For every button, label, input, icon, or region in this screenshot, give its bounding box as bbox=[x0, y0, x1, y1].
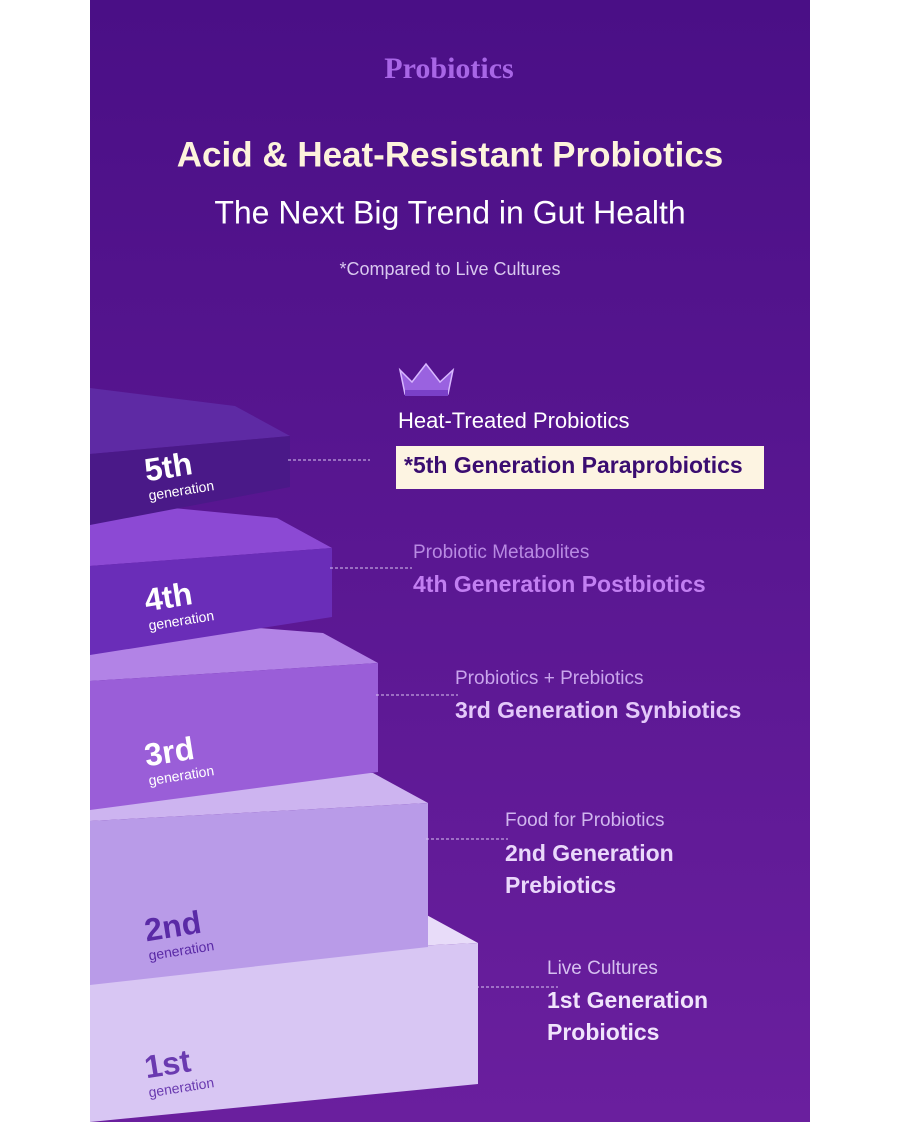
header-note: *Compared to Live Cultures bbox=[339, 259, 560, 279]
generation-kind: Probiotic Metabolites bbox=[413, 542, 589, 563]
labels: Live Cultures 1st Generation Probiotics Foo… bbox=[288, 408, 764, 1045]
header-subtitle: The Next Big Trend in Gut Health bbox=[214, 194, 685, 230]
block-front bbox=[90, 548, 332, 655]
header-title: Acid & Heat-Resistant Probiotics bbox=[177, 135, 724, 174]
generation-number: 3rd bbox=[142, 730, 197, 773]
generation-name: 1st Generation bbox=[547, 987, 708, 1013]
generation-name: Probiotics bbox=[547, 1019, 659, 1045]
generation-name: 3rd Generation Synbiotics bbox=[455, 697, 741, 723]
generation-kind: Food for Probiotics bbox=[505, 810, 664, 831]
generation-name: Prebiotics bbox=[505, 872, 616, 898]
blocks: 1stgeneration2ndgeneration3rdgeneration4… bbox=[90, 388, 478, 1122]
block-front bbox=[90, 803, 428, 985]
generation-kind: Probiotics + Prebiotics bbox=[455, 668, 644, 689]
block-top bbox=[90, 500, 332, 566]
generation-number: 4th bbox=[142, 575, 195, 618]
header-label: Probiotics bbox=[384, 52, 513, 85]
generation-number: 1st bbox=[142, 1042, 194, 1085]
block-top bbox=[90, 388, 290, 454]
generation-name: 2nd Generation bbox=[505, 840, 674, 866]
generation-number: 5th bbox=[142, 445, 195, 488]
generation-name: *5th Generation Paraprobiotics bbox=[404, 452, 743, 478]
block-front bbox=[90, 663, 378, 810]
block-front bbox=[90, 943, 478, 1122]
crown bbox=[398, 362, 455, 396]
generation-name: 4th Generation Postbiotics bbox=[413, 571, 706, 597]
generation-kind: Live Cultures bbox=[547, 958, 658, 979]
generation-number: 2nd bbox=[142, 904, 204, 948]
generation-kind: Heat-Treated Probiotics bbox=[398, 408, 630, 433]
highlight-box bbox=[396, 446, 764, 489]
block-front bbox=[90, 436, 290, 525]
